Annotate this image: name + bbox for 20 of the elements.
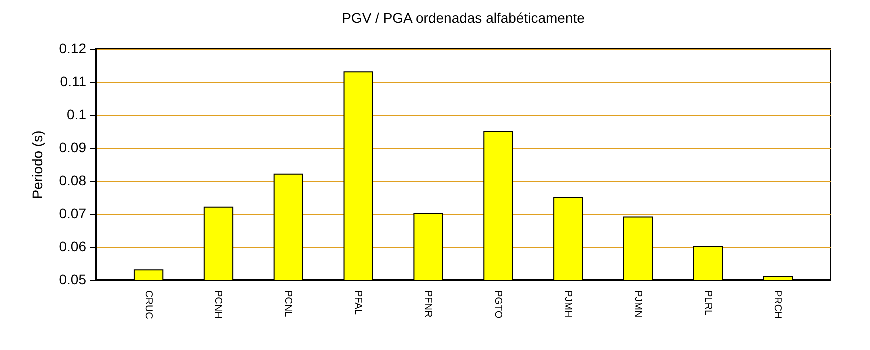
x-tick-label: PLRL — [702, 290, 714, 316]
chart-title: PGV / PGA ordenadas alfabéticamente — [342, 10, 586, 26]
y-tick-label: 0.07 — [59, 206, 87, 222]
x-tick-label: PFAL — [352, 290, 364, 316]
y-tick-label: 0.05 — [59, 272, 87, 288]
y-tick-label: 0.1 — [67, 106, 87, 122]
y-tick-label: 0.12 — [59, 40, 87, 56]
x-tick-label: PJMH — [562, 290, 574, 318]
x-tick-label: PCNH — [212, 290, 224, 319]
y-tick-label: 0.11 — [60, 74, 87, 90]
x-tick-label: PGTO — [492, 290, 504, 319]
x-tick-label: PRCH — [772, 290, 784, 319]
x-tick-label: PFNR — [422, 290, 434, 318]
y-axis-title: Periodo (s) — [29, 130, 46, 200]
x-tick-label: PJMN — [632, 290, 644, 318]
x-tick-label: CRUC — [142, 290, 154, 320]
y-tick-label: 0.06 — [59, 238, 87, 254]
y-tick-label: 0.09 — [59, 140, 87, 156]
y-tick-label: 0.08 — [59, 172, 87, 188]
x-tick-label: PCNL — [282, 290, 294, 318]
